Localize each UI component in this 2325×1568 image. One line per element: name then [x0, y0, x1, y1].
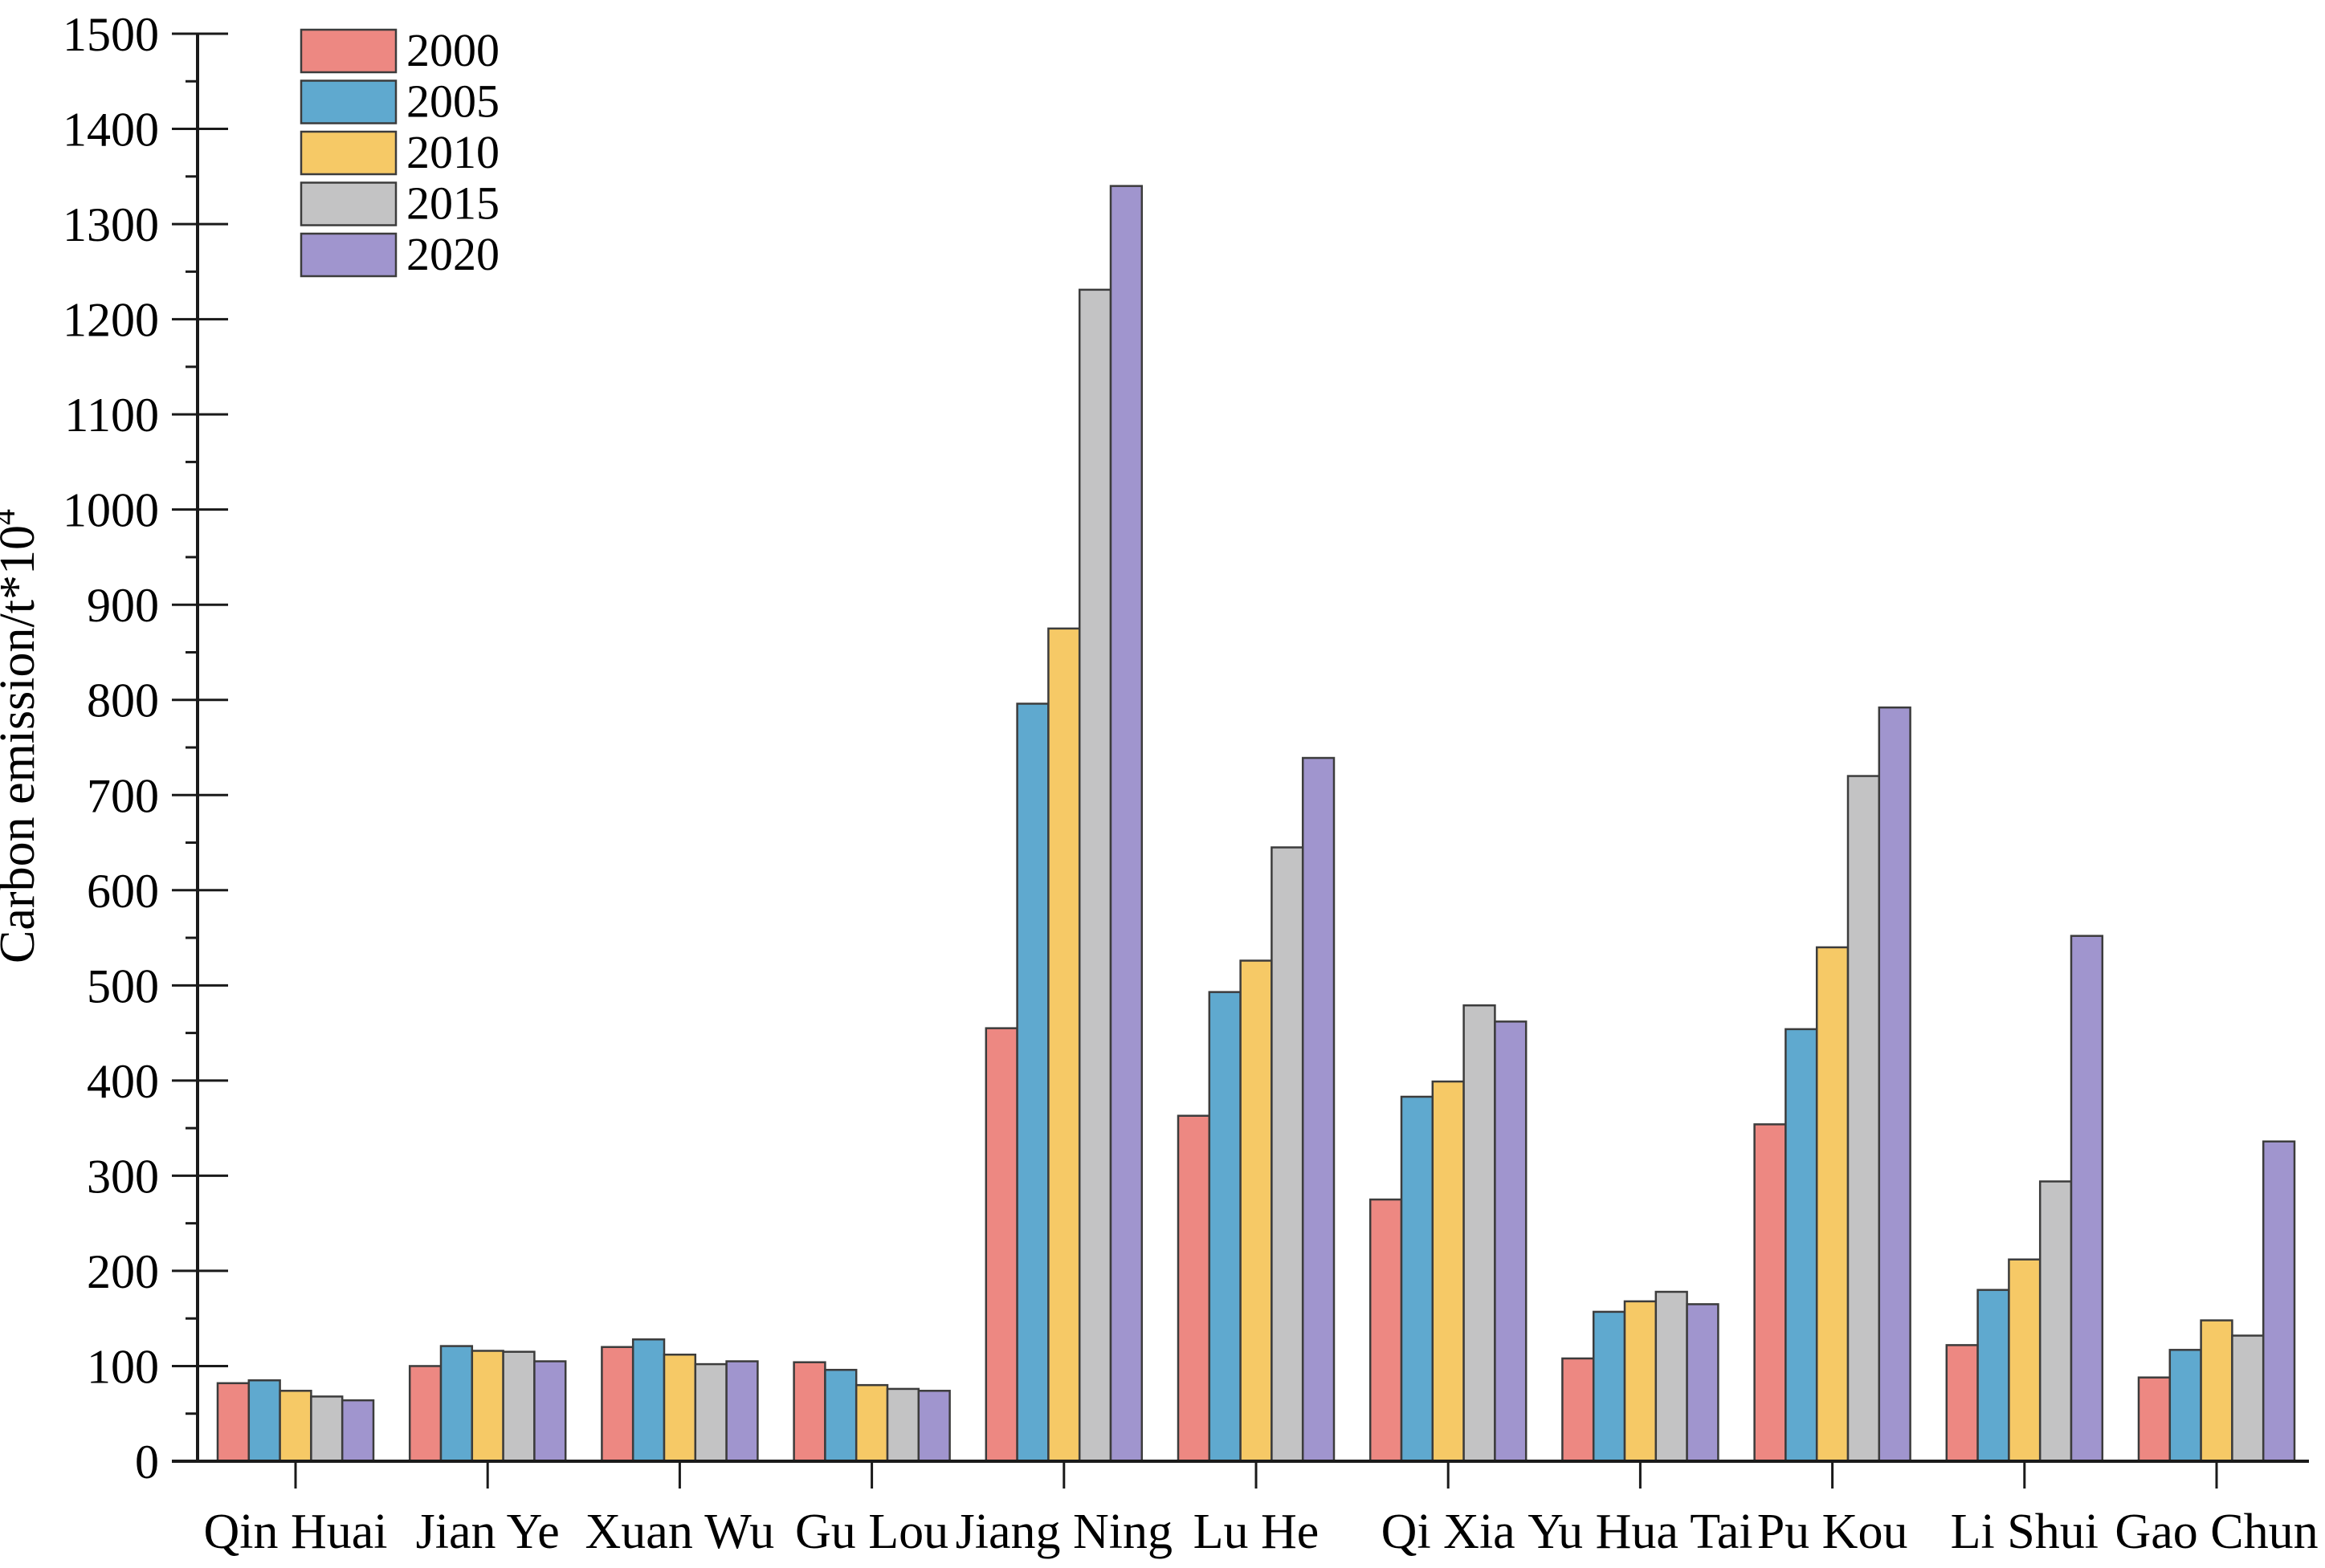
bar-2015-lu-he	[1271, 846, 1304, 1463]
y-tick-label: 700	[87, 769, 159, 822]
legend-swatch-2015	[300, 181, 398, 226]
y-tick-label: 1400	[63, 104, 159, 157]
bar-2000-jian-ye	[408, 1365, 443, 1463]
bar-2015-gu-lou	[886, 1387, 920, 1463]
bar-2005-jiang-ning	[1016, 703, 1050, 1463]
y-tick-label: 900	[87, 579, 159, 632]
bar-2015-yu-hua-tai	[1654, 1290, 1688, 1463]
bar-2005-gao-chun	[2168, 1349, 2202, 1463]
bar-2000-lu-he	[1177, 1114, 1211, 1463]
bar-2005-pu-kou	[1785, 1028, 1818, 1463]
legend-swatch-2020	[300, 232, 398, 278]
bar-2015-li-shui	[2038, 1180, 2073, 1463]
bar-2020-jiang-ning	[1109, 185, 1144, 1463]
bar-2020-qi-xia	[1494, 1020, 1528, 1463]
bar-2005-gu-lou	[824, 1368, 858, 1463]
bar-2010-qin-huai	[279, 1390, 312, 1463]
legend-swatch-2010	[300, 130, 398, 176]
bar-2015-pu-kou	[1846, 775, 1881, 1463]
legend-label-2005: 2005	[406, 75, 500, 128]
x-category-label: Jian Ye	[416, 1505, 560, 1559]
y-tick-label: 1100	[64, 389, 159, 442]
bar-2015-qi-xia	[1462, 1004, 1496, 1463]
x-category-label: Gao Chun	[2115, 1505, 2318, 1559]
bar-2000-qi-xia	[1368, 1198, 1403, 1463]
bar-2000-li-shui	[1945, 1344, 1979, 1463]
bar-2020-gao-chun	[2262, 1140, 2296, 1463]
bar-2010-pu-kou	[1815, 946, 1850, 1463]
bar-2010-lu-he	[1239, 959, 1273, 1463]
bar-2010-xuan-wu	[663, 1353, 697, 1463]
legend-label-2015: 2015	[406, 177, 500, 230]
x-category-label: Li Shui	[1951, 1505, 2099, 1559]
bar-2015-qin-huai	[310, 1395, 344, 1463]
bar-2000-yu-hua-tai	[1561, 1357, 1595, 1463]
legend-label-2000: 2000	[406, 24, 500, 76]
x-category-label: Gu Lou	[795, 1505, 948, 1559]
x-category-label: Xuan Wu	[585, 1505, 775, 1559]
y-tick-label: 200	[87, 1245, 159, 1298]
bar-2020-li-shui	[2070, 935, 2104, 1463]
legend-label-2020: 2020	[406, 228, 500, 280]
bar-2010-gu-lou	[855, 1383, 889, 1463]
bar-2020-lu-he	[1301, 756, 1336, 1463]
bar-2020-yu-hua-tai	[1686, 1303, 1719, 1463]
y-axis-title: Carbon emission/t*104	[0, 509, 45, 963]
bar-2000-gu-lou	[793, 1361, 826, 1463]
bar-2015-xuan-wu	[694, 1362, 728, 1463]
y-tick-label: 100	[87, 1340, 159, 1393]
bar-2015-jiang-ning	[1078, 288, 1112, 1463]
y-axis-title-text: Carbon emission/t*10	[0, 525, 45, 963]
y-tick-label: 800	[87, 674, 159, 727]
y-tick-label: 1300	[63, 198, 159, 251]
bar-2005-lu-he	[1208, 991, 1242, 1463]
bar-2020-qin-huai	[341, 1399, 375, 1463]
y-axis-title-exponent: 4	[0, 509, 22, 525]
y-tick-label: 400	[87, 1055, 159, 1108]
legend-swatch-2000	[300, 28, 398, 74]
bar-2005-yu-hua-tai	[1592, 1310, 1626, 1463]
bar-2010-jiang-ning	[1047, 627, 1081, 1463]
bar-2005-qi-xia	[1400, 1095, 1434, 1463]
bar-2010-li-shui	[2008, 1258, 2042, 1463]
bar-2010-yu-hua-tai	[1623, 1300, 1658, 1463]
y-tick-label: 0	[135, 1436, 159, 1489]
bar-2020-xuan-wu	[725, 1360, 759, 1463]
x-category-label: Lu He	[1193, 1505, 1320, 1559]
y-tick-label: 300	[87, 1150, 159, 1203]
x-category-label: Qin Huai	[203, 1505, 387, 1559]
legend-swatch-2005	[300, 79, 398, 124]
bar-2005-qin-huai	[247, 1379, 281, 1463]
bar-2000-gao-chun	[2137, 1376, 2172, 1463]
bar-2015-jian-ye	[502, 1350, 536, 1463]
bar-2010-gao-chun	[2200, 1319, 2233, 1463]
bar-2015-gao-chun	[2231, 1334, 2265, 1463]
y-tick-label: 600	[87, 865, 159, 918]
bar-2010-qi-xia	[1431, 1080, 1465, 1463]
bar-2005-xuan-wu	[631, 1338, 666, 1463]
y-tick-label: 500	[87, 959, 159, 1012]
bar-2000-xuan-wu	[601, 1346, 634, 1463]
bar-2020-gu-lou	[917, 1390, 951, 1463]
x-category-label: Jiang Ning	[956, 1505, 1173, 1559]
bar-2000-jiang-ning	[985, 1027, 1018, 1463]
x-category-label: Yu Hua Tai	[1528, 1505, 1752, 1559]
bar-2020-jian-ye	[533, 1360, 567, 1463]
bar-2000-qin-huai	[216, 1382, 251, 1463]
y-tick-label: 1200	[63, 294, 159, 347]
legend-label-2010: 2010	[406, 126, 500, 178]
y-tick-label: 1000	[63, 484, 159, 537]
bar-2010-jian-ye	[471, 1350, 504, 1463]
bar-2000-pu-kou	[1753, 1123, 1787, 1463]
bar-2020-pu-kou	[1878, 706, 1911, 1463]
y-tick-label: 1500	[63, 8, 159, 61]
bar-2005-jian-ye	[439, 1345, 474, 1463]
bar-2005-li-shui	[1976, 1289, 2010, 1463]
x-category-label: Qi Xia	[1381, 1505, 1515, 1559]
x-category-label: Pu Kou	[1757, 1505, 1908, 1559]
